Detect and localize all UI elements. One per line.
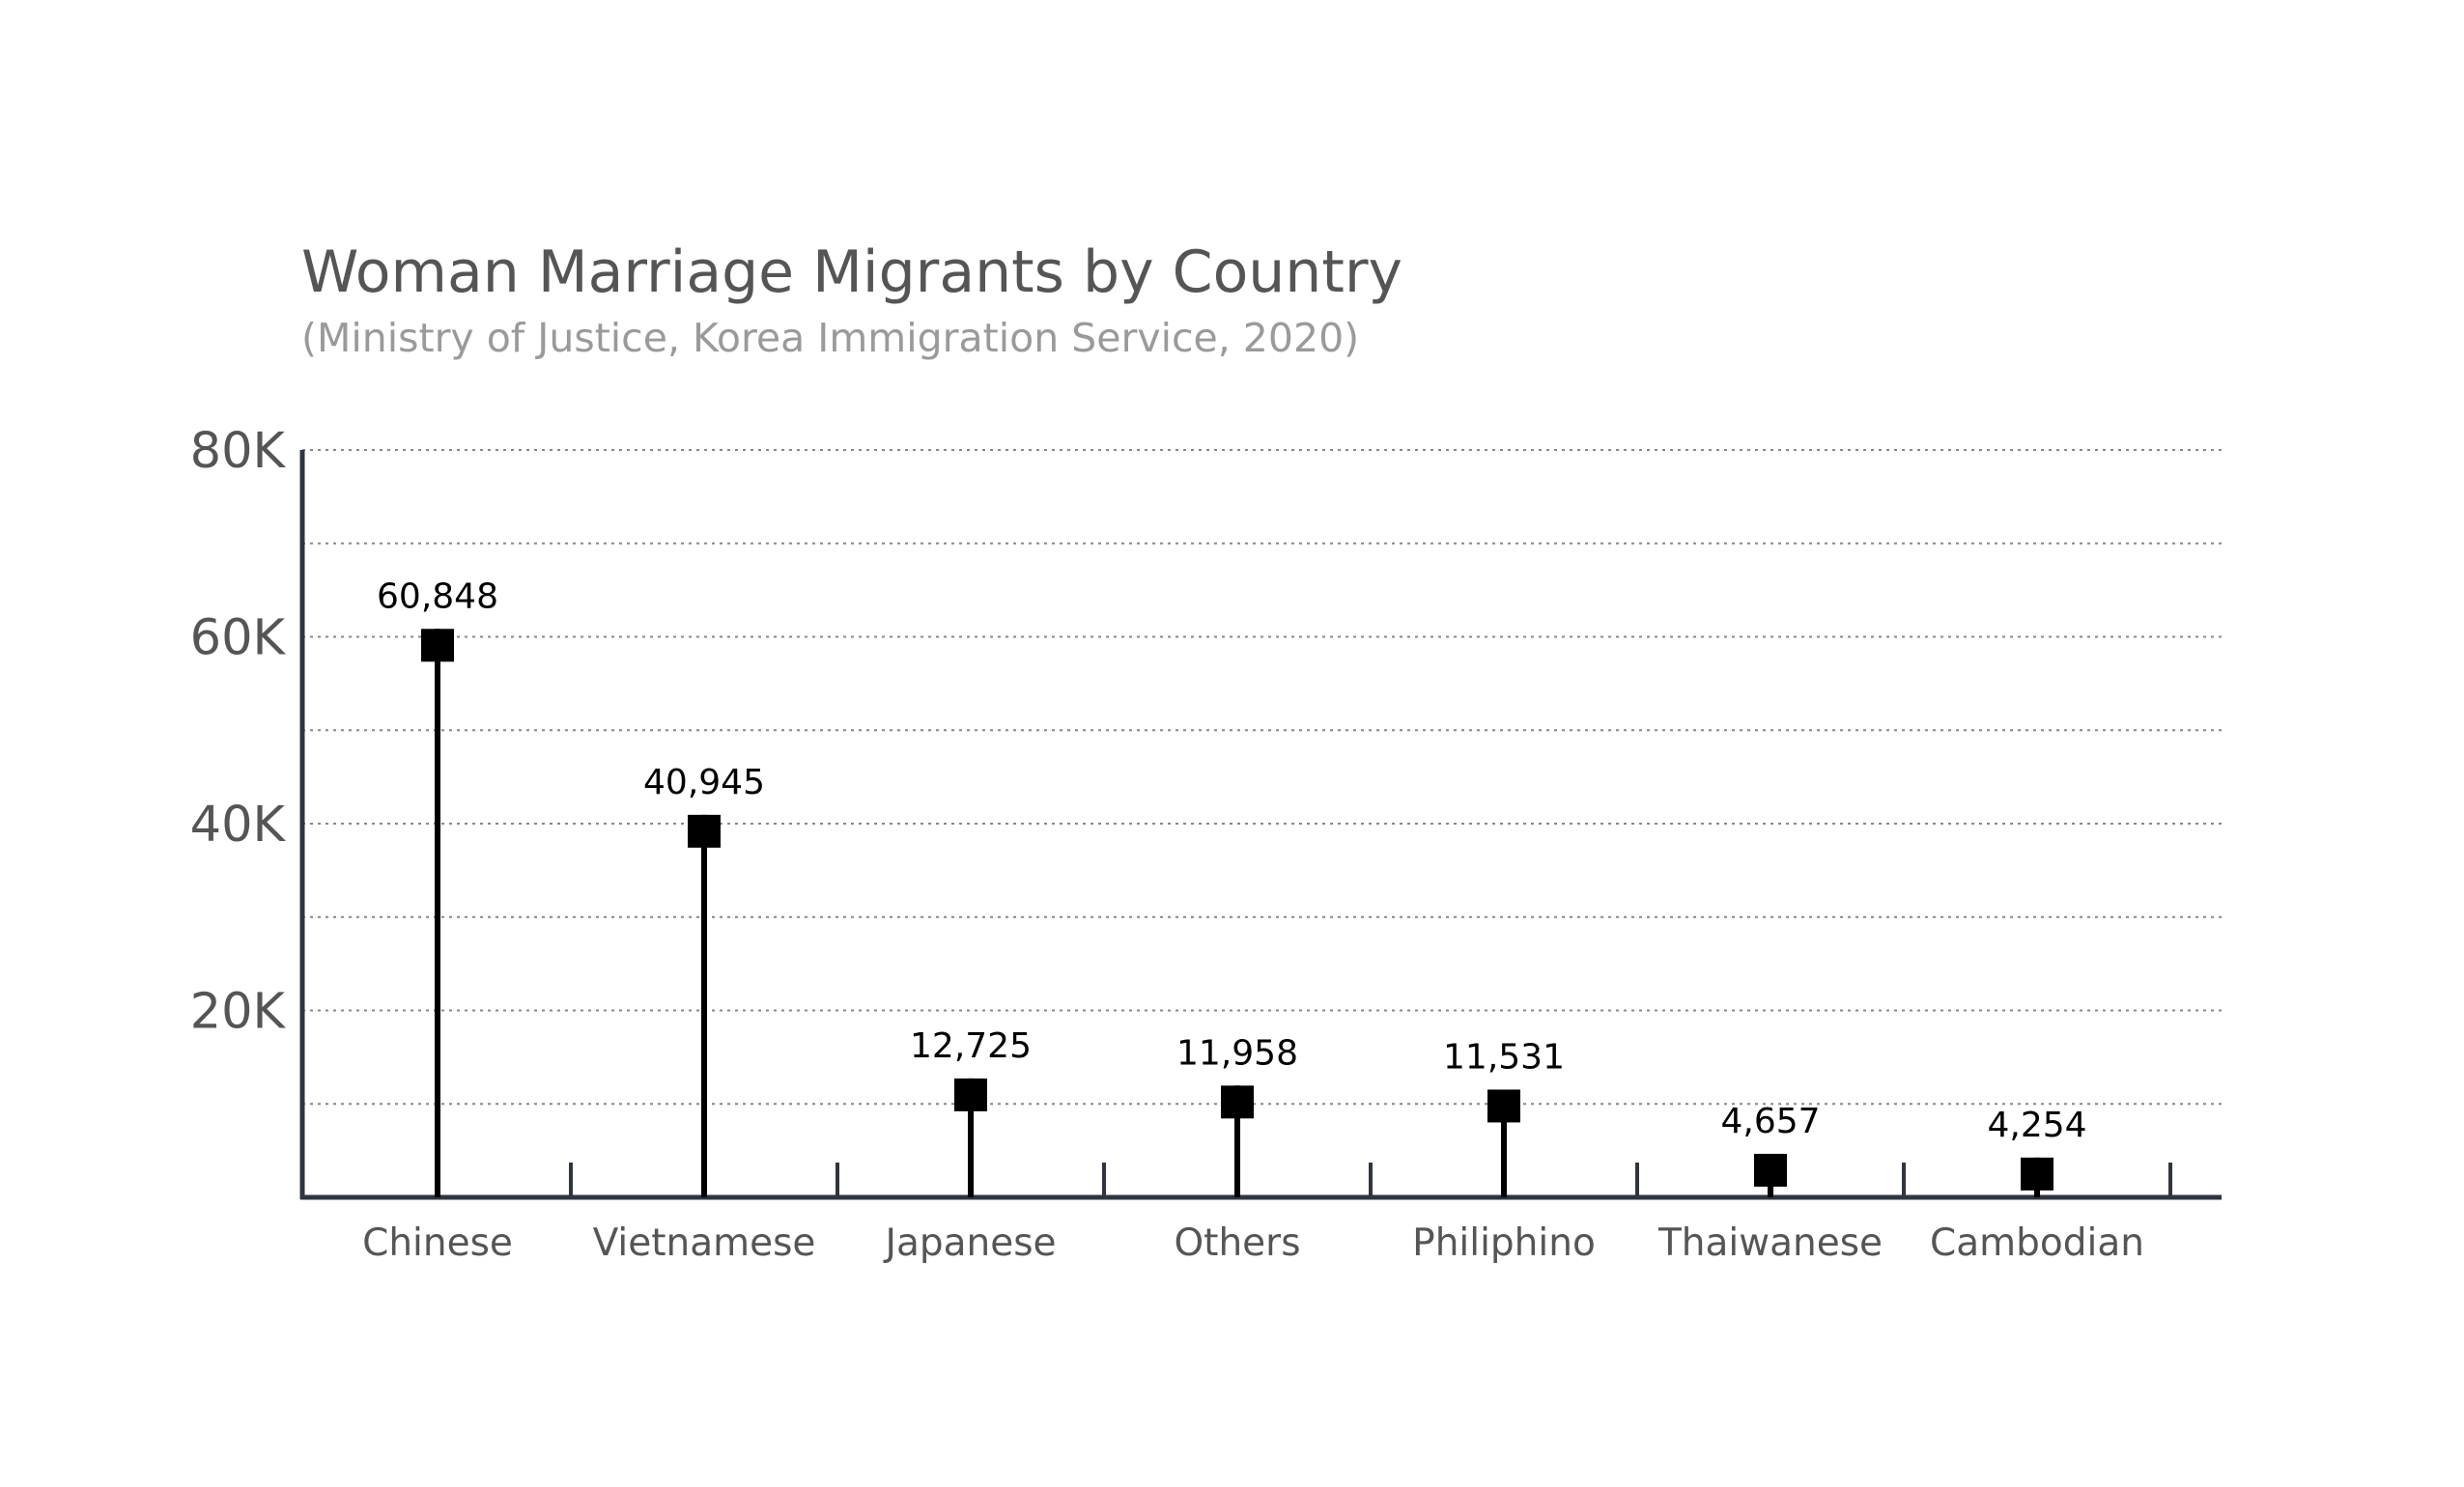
y-tick-label: 60K [190, 610, 287, 667]
data-label: 11,531 [1443, 1037, 1565, 1077]
lollipop-marker [2021, 1157, 2053, 1191]
x-tick-label: Cambodian [1930, 1221, 2144, 1265]
lollipop-marker [421, 629, 454, 662]
data-label: 40,945 [643, 763, 765, 802]
lollipop-marker [1487, 1089, 1520, 1123]
data-label: 12,725 [910, 1026, 1032, 1066]
gridlines [302, 449, 2222, 1106]
chart-title: Woman Marriage Migrants by Country [301, 238, 1402, 306]
y-tick-label: 80K [190, 423, 287, 480]
lollipop-marker [1754, 1153, 1787, 1187]
x-tick-label: Thaiwanese [1657, 1221, 1883, 1265]
data-label: 4,657 [1720, 1102, 1820, 1141]
lollipop-marker [688, 814, 721, 848]
labels: 20K 40K 60K 80K 60,848 Chinese 40,945 Vietnames… [190, 423, 2144, 1265]
lollipop-marker [954, 1078, 987, 1111]
y-tick-label: 20K [190, 984, 287, 1041]
x-tick-label: Chinese [362, 1221, 513, 1265]
axes [299, 450, 2222, 1200]
data-marks [421, 629, 2053, 1197]
x-tick-label: Philiphino [1412, 1221, 1596, 1265]
x-tick-label: Others [1174, 1221, 1300, 1265]
x-tick-label: Japanese [882, 1221, 1056, 1265]
lollipop-marker [1221, 1085, 1254, 1119]
y-tick-label: 40K [190, 797, 287, 854]
x-tick-label: Vietnamese [593, 1221, 816, 1265]
chart-subtitle: (Ministry of Justice, Korea Immigration … [301, 315, 1359, 361]
data-label: 11,958 [1176, 1033, 1298, 1073]
data-label: 4,254 [1987, 1106, 2086, 1145]
data-label: 60,848 [377, 576, 498, 616]
